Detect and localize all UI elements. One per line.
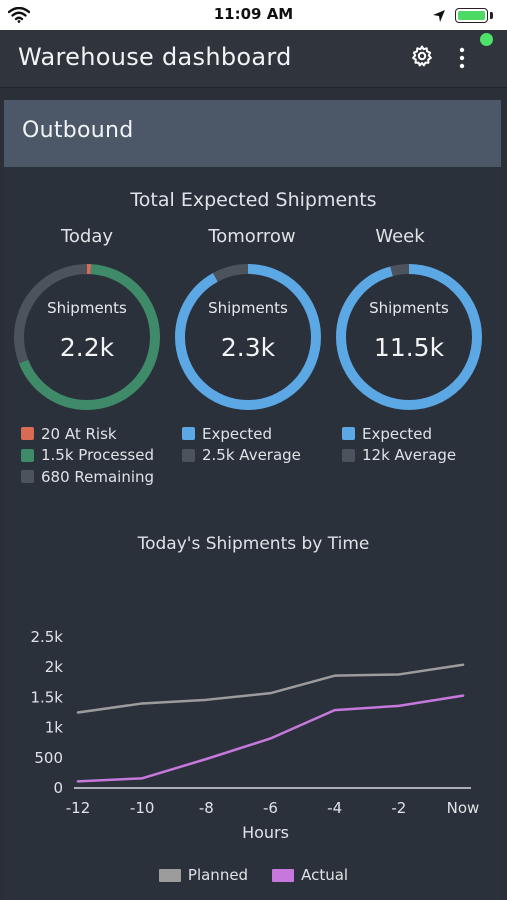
- summary-title: Total Expected Shipments: [130, 189, 377, 211]
- donut-segment-1[interactable]: [14, 264, 160, 410]
- legend-text: 1.5k Processed: [41, 446, 154, 465]
- donut-chart-tomorrow[interactable]: [172, 261, 324, 413]
- battery-icon: [455, 8, 488, 23]
- status-time: 11:09 AM: [213, 5, 294, 23]
- app-bar: Warehouse dashboard: [0, 30, 507, 88]
- x-tick-label: Now: [447, 799, 480, 817]
- donut-segment-1[interactable]: [175, 264, 321, 410]
- data-point-planned[interactable]: [140, 702, 144, 705]
- legend-swatch: [21, 427, 34, 441]
- legend-swatch: [21, 470, 34, 484]
- legend-text: 2.5k Average: [202, 446, 301, 465]
- legend-swatch: [182, 427, 195, 441]
- shipments-line-chart[interactable]: 0 500 1k 1.5k 2k 2.5k -12 -10 -8 -6 -4 -2 Now Hours: [0, 610, 507, 860]
- donut-value-week: 11.5k: [373, 333, 445, 362]
- legend-text: Planned: [187, 866, 249, 884]
- page-title: Warehouse dashboard: [18, 43, 292, 71]
- legend-item-average: 12k Average: [342, 445, 456, 467]
- legend-swatch: [342, 427, 355, 441]
- legend-text: 680 Remaining: [41, 467, 155, 486]
- legend-item-expected: Expected: [342, 423, 456, 445]
- legend-swatch: [272, 868, 295, 882]
- y-tick-label: 2k: [45, 658, 64, 676]
- status-bar: 11:09 AM: [0, 0, 507, 30]
- legend-text: Expected: [202, 424, 272, 443]
- legend-week: Expected 12k Average: [342, 423, 456, 466]
- donut-label-week: Week: [375, 226, 425, 247]
- legend-tomorrow: Expected 2.5k Average: [182, 423, 301, 466]
- legend-item-at-risk: 20 At Risk: [21, 423, 154, 445]
- legend-swatch: [182, 448, 195, 462]
- legend-today: 20 At Risk 1.5k Processed 680 Remaining: [21, 423, 154, 488]
- legend-item-processed: 1.5k Processed: [21, 445, 154, 467]
- data-point-planned[interactable]: [205, 698, 208, 702]
- chart-legend-item-actual[interactable]: Actual: [272, 866, 348, 884]
- donut-label-tomorrow: Tomorrow: [208, 226, 296, 247]
- y-tick-label: 500: [34, 749, 63, 767]
- x-tick-label: -6: [263, 799, 278, 817]
- x-tick-label: -12: [66, 799, 91, 817]
- data-point-planned[interactable]: [397, 673, 401, 676]
- donut-chart-week[interactable]: [333, 261, 485, 413]
- x-tick-label: -10: [130, 799, 155, 817]
- data-point-planned[interactable]: [461, 663, 465, 666]
- gear-icon[interactable]: [410, 44, 434, 68]
- data-point-actual[interactable]: [140, 777, 144, 780]
- legend-item-remaining: 680 Remaining: [21, 466, 154, 488]
- panel-header[interactable]: Outbound: [4, 100, 501, 167]
- donut-center-label-tomorrow: Shipments: [208, 299, 288, 317]
- legend-item-expected: Expected: [182, 423, 301, 445]
- legend-swatch: [158, 868, 181, 882]
- legend-text: Expected: [362, 424, 432, 443]
- y-tick-label: 1k: [45, 719, 64, 737]
- legend-swatch: [342, 448, 355, 462]
- data-point-planned[interactable]: [269, 691, 272, 695]
- data-point-actual[interactable]: [269, 737, 272, 740]
- donut-value-tomorrow: 2.3k: [220, 333, 276, 362]
- chart-legend-item-planned[interactable]: Planned: [158, 866, 249, 884]
- donut-segment-1[interactable]: [336, 264, 482, 410]
- legend-item-average: 2.5k Average: [182, 445, 301, 467]
- legend-text: 20 At Risk: [41, 424, 117, 443]
- chart-title: Today's Shipments by Time: [137, 534, 370, 554]
- data-point-actual[interactable]: [76, 780, 80, 783]
- x-tick-label: -4: [327, 799, 342, 817]
- wifi-icon: [8, 7, 30, 23]
- x-tick-label: -2: [391, 799, 406, 817]
- data-point-planned[interactable]: [76, 711, 80, 714]
- data-point-actual[interactable]: [461, 694, 465, 697]
- outbound-panel: Outbound: [4, 100, 501, 900]
- x-axis-label: Hours: [242, 823, 289, 842]
- legend-swatch: [21, 448, 34, 462]
- donut-label-today: Today: [60, 226, 114, 247]
- data-point-planned[interactable]: [333, 674, 336, 677]
- y-tick-label: 0: [53, 779, 63, 797]
- online-status-dot: [480, 33, 493, 46]
- location-arrow-icon: [433, 10, 445, 22]
- legend-text: 12k Average: [362, 446, 457, 465]
- donut-segment-2[interactable]: [14, 264, 160, 410]
- y-tick-label: 2.5k: [30, 628, 63, 646]
- donut-value-today: 2.2k: [59, 333, 115, 362]
- donut-center-label-week: Shipments: [369, 299, 449, 317]
- donut-chart-today[interactable]: [11, 261, 163, 413]
- data-point-actual[interactable]: [397, 704, 401, 708]
- more-options-icon[interactable]: [455, 46, 469, 70]
- chart-legend: Planned Actual: [0, 866, 507, 884]
- battery-tip: [490, 12, 493, 19]
- data-point-actual[interactable]: [205, 757, 208, 761]
- panel-title: Outbound: [22, 118, 134, 143]
- donut-center-label-today: Shipments: [47, 299, 127, 317]
- x-tick-label: -8: [199, 799, 214, 817]
- y-tick-label: 1.5k: [30, 688, 63, 706]
- data-point-actual[interactable]: [333, 708, 336, 712]
- legend-text: Actual: [301, 866, 349, 884]
